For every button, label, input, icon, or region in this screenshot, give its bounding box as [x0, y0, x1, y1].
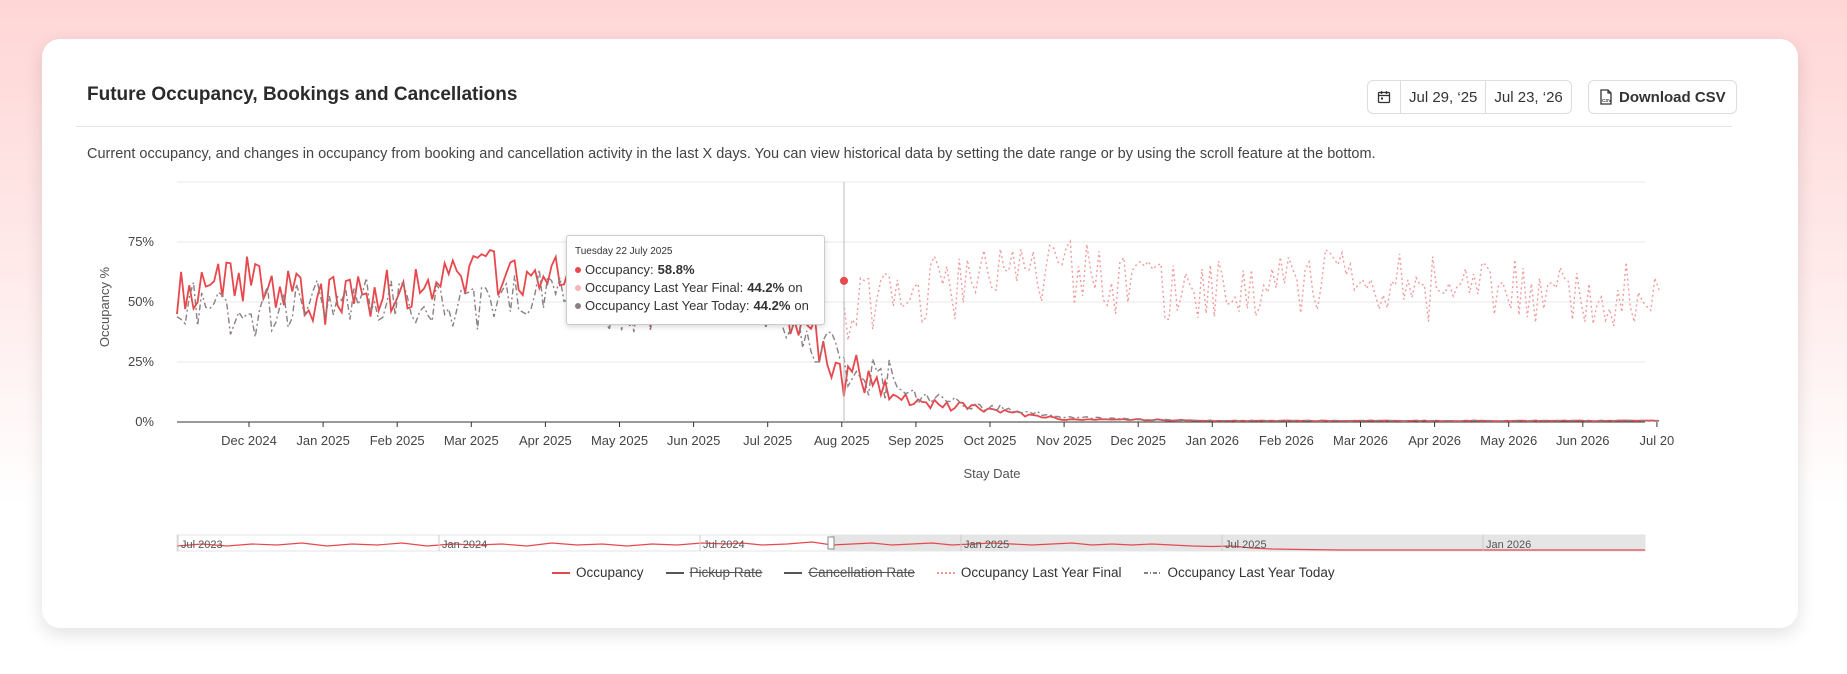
- x-tick-label: May 2025: [591, 433, 648, 448]
- tooltip-row-occupancy: Occupancy: 58.8%: [575, 261, 816, 279]
- tooltip-ly-today-suffix: on: [794, 298, 809, 313]
- legend-label: Cancellation Rate: [808, 565, 915, 580]
- x-tick-label: Dec 2025: [1110, 433, 1166, 448]
- legend-item-occupancy-last-year-final[interactable]: Occupancy Last Year Final: [936, 565, 1122, 580]
- navigator-label: Jan 2026: [1486, 539, 1531, 551]
- chart-card: Future Occupancy, Bookings and Cancellat…: [42, 39, 1798, 628]
- y-axis-label: Occupancy %: [97, 266, 112, 347]
- tooltip-occupancy-label: Occupancy:: [585, 262, 654, 277]
- tooltip-ly-today-value: 44.2%: [753, 298, 791, 313]
- legend-item-occupancy[interactable]: Occupancy: [552, 565, 644, 580]
- occupancy-chart[interactable]: 0% 25% 50% 75% Dec 2024 Jan 2025 Feb 2025 Mar …: [42, 39, 1798, 628]
- tooltip-row-ly-final: Occupancy Last Year Final: 44.2% on: [575, 279, 816, 297]
- navigator-label: Jan 2024: [442, 539, 487, 551]
- legend-label: Occupancy Last Year Final: [960, 565, 1122, 580]
- navigator-handle-left[interactable]: [827, 536, 835, 550]
- tooltip-row-ly-today: Occupancy Last Year Today: 44.2% on: [575, 297, 816, 315]
- series-line-occupancy-last-year-today: [176, 269, 1660, 422]
- legend-swatch: [1143, 571, 1162, 574]
- y-tick-label: 75%: [128, 234, 154, 249]
- hover-point: [840, 276, 848, 285]
- legend-label: Occupancy Last Year Today: [1167, 565, 1335, 580]
- tooltip-ly-today-label: Occupancy Last Year Today:: [585, 298, 750, 313]
- csv-file-icon: CSV: [1600, 89, 1612, 105]
- chart-legend: Occupancy Pickup Rate Cancellation Rate Occ…: [552, 565, 1335, 580]
- x-tick-label: Dec 2024: [221, 433, 277, 448]
- x-tick-label: Jan 2025: [296, 433, 350, 448]
- legend-swatch: [784, 571, 803, 574]
- legend-item-occupancy-last-year-today[interactable]: Occupancy Last Year Today: [1143, 565, 1335, 580]
- navigator-label: Jan 2025: [964, 539, 1009, 551]
- navigator-label: Jul 2025: [1225, 539, 1267, 551]
- tooltip-occupancy-value: 58.8%: [657, 262, 695, 277]
- x-tick-label: Jun 2026: [1556, 433, 1610, 448]
- x-tick-label: Jun 2025: [667, 433, 721, 448]
- x-tick-label: Mar 2025: [444, 433, 499, 448]
- x-tick-label: Jul 20: [1640, 433, 1675, 448]
- tooltip-ly-final-label: Occupancy Last Year Final:: [585, 280, 744, 295]
- date-range-picker[interactable]: Jul 29, ‘25 Jul 23, ‘26: [1367, 80, 1572, 114]
- x-tick-label: Nov 2025: [1036, 433, 1092, 448]
- navigator-selection[interactable]: [831, 535, 1645, 551]
- calendar-icon[interactable]: [1368, 81, 1401, 113]
- legend-item-pickup-rate[interactable]: Pickup Rate: [665, 565, 763, 580]
- header-divider: [76, 126, 1732, 127]
- range-navigator[interactable]: Jul 2023 Jan 2024 Jul 2024 Jan 2025 Jul 2025…: [176, 534, 1646, 552]
- x-tick-label: Oct 2025: [964, 433, 1017, 448]
- x-tick-label: Aug 2025: [814, 433, 870, 448]
- y-tick-label: 25%: [128, 354, 154, 369]
- end-date-field[interactable]: Jul 23, ‘26: [1494, 88, 1563, 106]
- y-tick-label: 50%: [128, 294, 154, 309]
- navigator-label: Jul 2024: [703, 539, 745, 551]
- page-title: Future Occupancy, Bookings and Cancellat…: [87, 84, 518, 105]
- legend-swatch: [552, 571, 570, 574]
- chart-description: Current occupancy, and changes in occupa…: [87, 146, 1376, 162]
- x-tick-label: Mar 2026: [1333, 433, 1388, 448]
- legend-label: Occupancy: [576, 565, 644, 580]
- navigator-label: Jul 2023: [181, 539, 223, 551]
- download-csv-label: Download CSV: [1619, 88, 1726, 106]
- x-axis-label: Stay Date: [963, 466, 1020, 481]
- legend-label: Pickup Rate: [689, 565, 763, 580]
- tooltip-ly-final-suffix: on: [788, 280, 803, 295]
- x-tick-label: Apr 2026: [1408, 433, 1461, 448]
- hover-tooltip: Tuesday 22 July 2025 Occupancy: 58.8% Oc…: [566, 235, 825, 325]
- y-tick-label: 0%: [135, 414, 154, 429]
- legend-item-cancellation-rate[interactable]: Cancellation Rate: [784, 565, 915, 580]
- x-tick-label: Feb 2025: [370, 433, 425, 448]
- x-tick-label: Sep 2025: [888, 433, 944, 448]
- svg-text:CSV: CSV: [1602, 98, 1611, 103]
- legend-swatch: [936, 571, 955, 574]
- x-tick-label: Jul 2025: [743, 433, 792, 448]
- x-tick-label: May 2026: [1480, 433, 1537, 448]
- x-tick-label: Jan 2026: [1186, 433, 1240, 448]
- series-line-occupancy-last-year-final: [843, 239, 1660, 341]
- download-csv-button[interactable]: CSV Download CSV: [1588, 80, 1737, 114]
- start-date-field[interactable]: Jul 29, ‘25: [1401, 81, 1487, 113]
- series-line-occupancy: [176, 249, 1660, 423]
- tooltip-ly-final-value: 44.2%: [747, 280, 785, 295]
- x-tick-label: Feb 2026: [1259, 433, 1314, 448]
- tooltip-date: Tuesday 22 July 2025: [575, 246, 673, 257]
- x-tick-label: Apr 2025: [519, 433, 572, 448]
- legend-swatch: [665, 571, 684, 574]
